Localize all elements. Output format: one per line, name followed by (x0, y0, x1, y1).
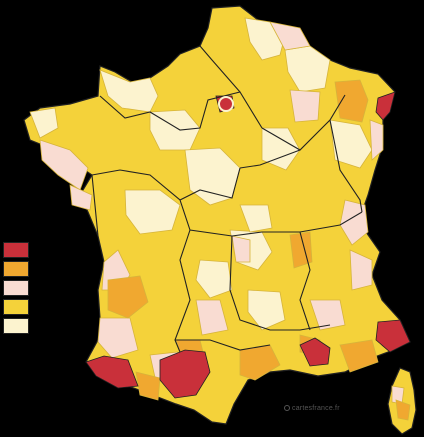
paris-area[interactable] (218, 96, 234, 112)
legend-swatch-high (3, 261, 29, 277)
map-credit: cartesfrance.fr (284, 405, 340, 412)
legend-swatch-very-high (3, 242, 29, 258)
copyright-icon (284, 405, 290, 411)
medium-areas (39, 21, 405, 405)
very-high-areas (85, 91, 411, 399)
credit-text: cartesfrance.fr (292, 405, 340, 412)
region-borders (91, 45, 363, 353)
legend-swatch-very-low (3, 318, 29, 334)
legend-swatch-medium (3, 280, 29, 296)
legend-swatch-low (3, 299, 29, 315)
